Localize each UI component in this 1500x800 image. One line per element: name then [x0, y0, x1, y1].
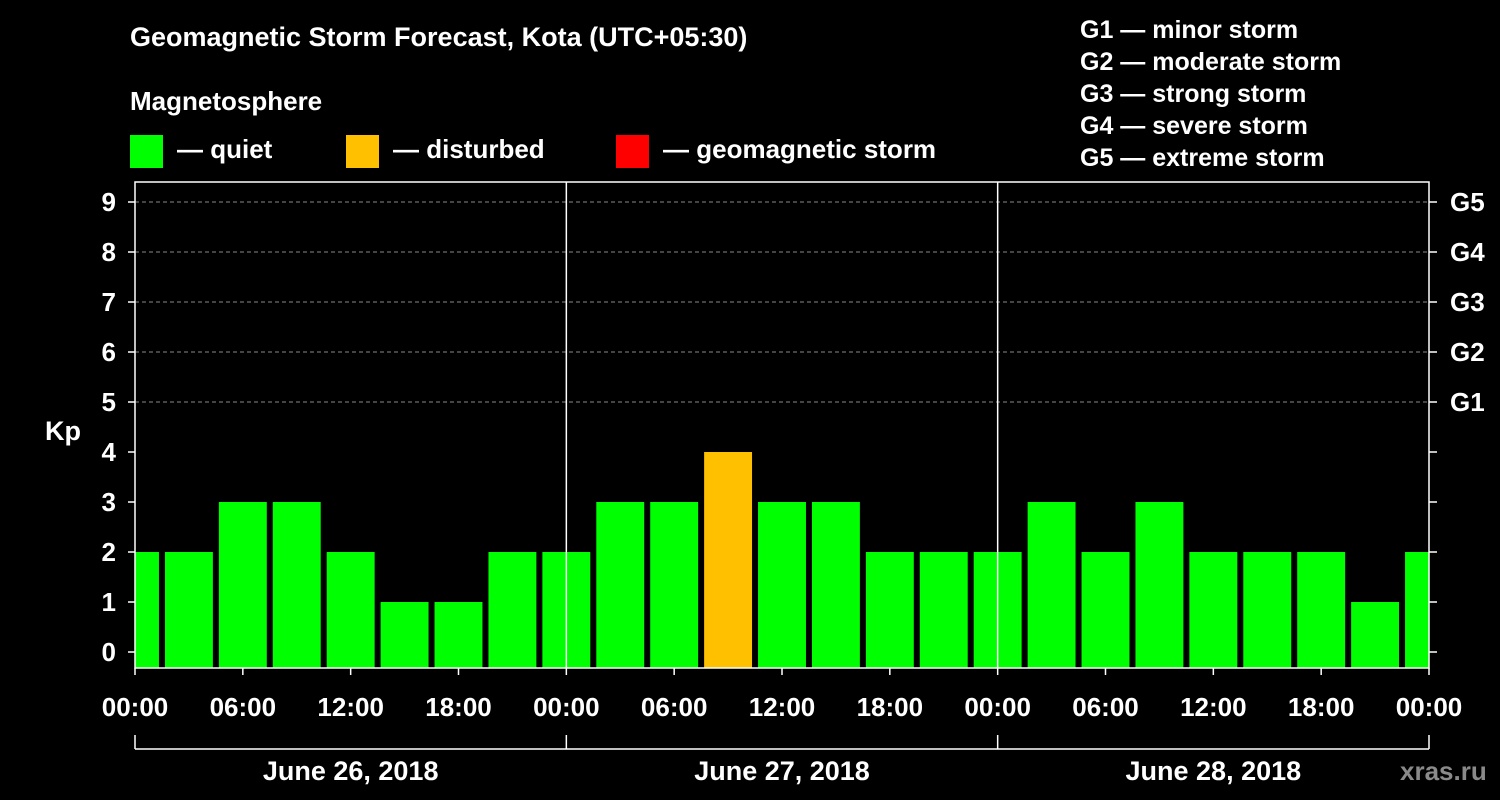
kp-bar-quiet	[758, 502, 806, 668]
g-scale-item: G1 — minor storm	[1080, 16, 1299, 44]
g-scale-label: G5	[1450, 187, 1485, 217]
x-tick-label: 00:00	[533, 692, 600, 722]
legend-swatch-disturbed	[346, 135, 379, 168]
y-tick-label: 3	[102, 487, 116, 517]
kp-bar-quiet	[380, 602, 429, 668]
y-axis-title: Kp	[45, 416, 81, 446]
g-scale-label: G1	[1450, 387, 1485, 417]
kp-bar-disturbed	[704, 452, 753, 668]
kp-bar-quiet	[1405, 552, 1429, 668]
kp-bar-quiet	[135, 552, 159, 668]
kp-bar-quiet	[488, 552, 537, 668]
y-tick-label: 7	[102, 287, 116, 317]
date-axis: June 26, 2018 June 27, 2018 June 28, 2018	[134, 735, 1430, 786]
kp-bar-quiet	[1027, 502, 1076, 668]
g-scale-legend: G1 — minor storm G2 — moderate storm G3 …	[1080, 14, 1341, 174]
x-tick-label: 06:00	[641, 692, 708, 722]
kp-bar-quiet	[596, 502, 645, 668]
g-scale-label: G4	[1450, 237, 1485, 267]
legend-swatch-quiet	[130, 135, 163, 168]
x-axis: 00:00 06:00 12:00 18:00 00:00 06:00 12:00 18:00…	[102, 668, 1463, 722]
y-tick-label: 2	[102, 537, 116, 567]
chart-title: Geomagnetic Storm Forecast, Kota (UTC+05…	[130, 22, 748, 52]
x-tick-label: 12:00	[317, 692, 384, 722]
y-tick-label: 5	[102, 387, 116, 417]
legend-swatch-storm	[616, 135, 649, 168]
g-scale-label: G2	[1450, 337, 1485, 367]
magnetosphere-label: Magnetosphere	[130, 86, 323, 116]
grid-lines	[135, 201, 1429, 403]
x-tick-label: 18:00	[1288, 692, 1355, 722]
watermark: xras.ru	[1400, 756, 1487, 786]
kp-bar-quiet	[218, 502, 267, 668]
kp-bar-quiet	[326, 552, 375, 668]
kp-bar-quiet	[1297, 552, 1346, 668]
x-tick-label: 00:00	[1396, 692, 1463, 722]
x-tick-label: 12:00	[749, 692, 816, 722]
g-scale-item: G2 — moderate storm	[1080, 48, 1342, 76]
y-tick-label: 1	[102, 587, 116, 617]
kp-bar-quiet	[164, 552, 213, 668]
x-tick-label: 18:00	[857, 692, 924, 722]
g-scale-item: G5 — extreme storm	[1080, 144, 1325, 172]
g-scale-axis: G1 G2 G3 G4 G5	[1429, 187, 1485, 653]
y-axis: 0 1 2 3 4 5 6 7 8 9	[102, 187, 135, 667]
date-label: June 28, 2018	[1126, 756, 1302, 786]
kp-bar-quiet	[1189, 552, 1238, 668]
x-tick-label: 18:00	[425, 692, 492, 722]
y-tick-label: 6	[102, 337, 116, 367]
date-label: June 26, 2018	[263, 756, 439, 786]
legend-label-disturbed: — disturbed	[393, 134, 545, 164]
legend-label-storm: — geomagnetic storm	[663, 134, 937, 164]
y-tick-label: 9	[102, 187, 116, 217]
g-scale-item: G3 — strong storm	[1080, 80, 1307, 108]
kp-bar-quiet	[1135, 502, 1184, 668]
kp-bar-quiet	[272, 502, 321, 668]
kp-bar-quiet	[1351, 602, 1400, 668]
kp-bar-quiet	[865, 552, 914, 668]
g-scale-label: G3	[1450, 287, 1485, 317]
kp-bar-quiet	[919, 552, 968, 668]
legend-label-quiet: — quiet	[177, 134, 273, 164]
kp-bar-quiet	[1243, 552, 1292, 668]
x-tick-label: 06:00	[210, 692, 277, 722]
y-tick-label: 0	[102, 637, 116, 667]
x-tick-label: 06:00	[1072, 692, 1139, 722]
kp-bar-quiet	[650, 502, 699, 668]
kp-bar-quiet	[434, 602, 483, 668]
x-tick-label: 12:00	[1180, 692, 1247, 722]
kp-bar-quiet	[811, 502, 860, 668]
y-tick-label: 8	[102, 237, 116, 267]
x-tick-label: 00:00	[964, 692, 1031, 722]
g-scale-item: G4 — severe storm	[1080, 112, 1308, 140]
y-tick-label: 4	[102, 437, 117, 467]
bar-series	[135, 452, 1429, 668]
x-tick-label: 00:00	[102, 692, 169, 722]
date-label: June 27, 2018	[694, 756, 870, 786]
kp-bar-quiet	[1081, 552, 1130, 668]
